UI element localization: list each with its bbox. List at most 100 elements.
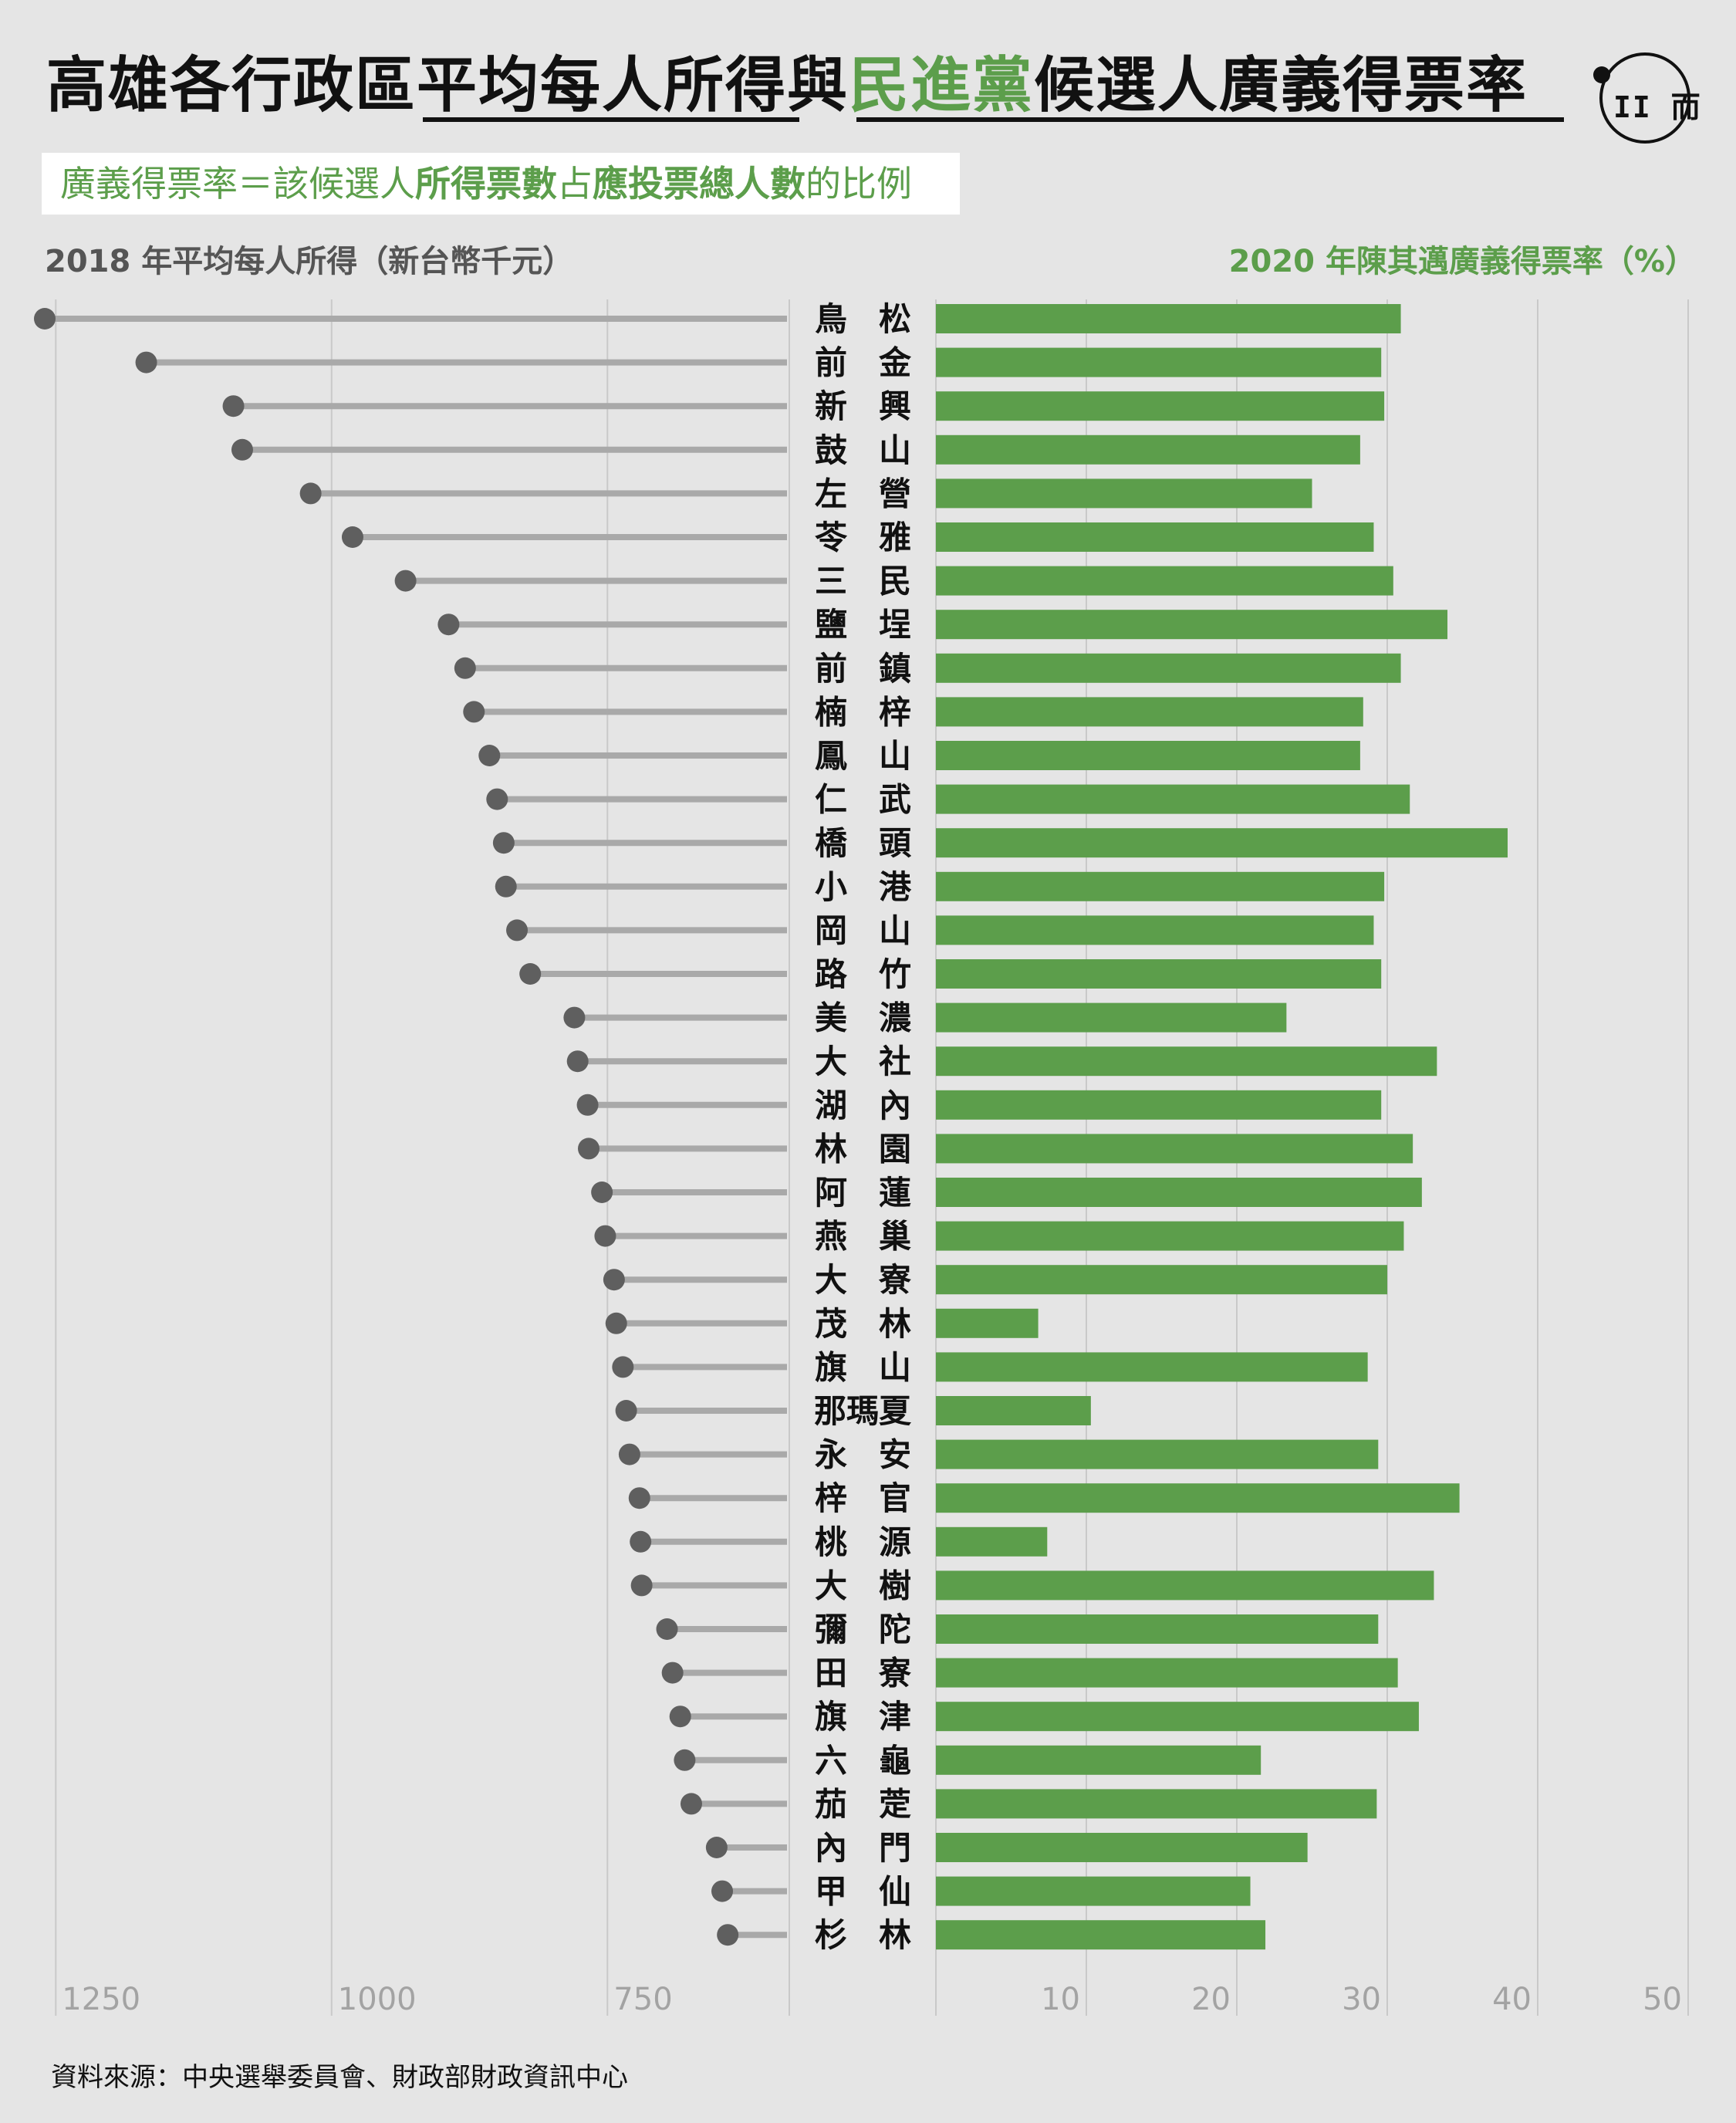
income-tick-label: 1000: [338, 1982, 417, 2017]
district-label-char: 大: [815, 1043, 847, 1080]
vote-bar: [936, 1833, 1308, 1862]
district-label-char: 六: [815, 1742, 847, 1780]
title-part-4: 候選人廣義得票率: [1034, 51, 1528, 120]
district-label-char: 茂: [815, 1305, 847, 1343]
district-label-char: 三: [815, 563, 847, 600]
district-label-char: 仁: [815, 781, 847, 819]
district-label-char: 津: [879, 1698, 911, 1736]
vote-bar: [936, 915, 1374, 945]
vote-bar: [936, 1308, 1039, 1338]
vote-bar: [936, 1134, 1413, 1164]
district-label-char: 山: [879, 1348, 911, 1386]
district-label-char: 桃: [815, 1523, 847, 1561]
district-label-char: 園: [879, 1130, 911, 1168]
vote-bar: [936, 566, 1393, 596]
lollipop-dot: [717, 1924, 739, 1946]
lollipop-dot: [577, 1138, 599, 1160]
vote-bar: [936, 1178, 1422, 1207]
vote-bar: [936, 1002, 1287, 1033]
district-label-char: 社: [879, 1043, 911, 1080]
vote-bar: [936, 959, 1382, 989]
vote-bar: [936, 1483, 1460, 1513]
district-label-char: 埕: [879, 606, 911, 644]
definition-text-4: 應投票總人數: [593, 163, 806, 205]
district-label-char: 竹: [879, 955, 911, 993]
right-axis-title: 2020 年陳其邁廣義得票率（%）: [1228, 244, 1696, 279]
lollipop-dot: [591, 1182, 613, 1203]
lollipop-dot: [454, 657, 476, 679]
vote-tick-label: 20: [1191, 1982, 1231, 2017]
district-label-char: 萣: [879, 1785, 911, 1823]
chart-title: 高雄各行政區平均每人所得與民進黨候選人廣義得票率: [46, 37, 1528, 123]
vote-bar: [936, 1352, 1368, 1382]
district-label-char: 巢: [879, 1218, 911, 1256]
source-note: 資料來源：中央選舉委員會、財政部財政資訊中心: [51, 2062, 628, 2093]
vote-tick-label: 30: [1342, 1982, 1381, 2017]
district-label-char: 大: [815, 1261, 847, 1299]
district-label-char: 美: [815, 999, 847, 1037]
district-label-char: 武: [879, 781, 911, 819]
district-label-char: 林: [879, 1305, 911, 1343]
lollipop-dot: [566, 1050, 589, 1073]
district-label: 那瑪夏: [814, 1392, 912, 1430]
lollipop-dot: [669, 1705, 691, 1728]
district-label-char: 林: [879, 1916, 911, 1954]
definition-text-2: 所得票數: [415, 163, 557, 205]
district-label-char: 內: [879, 1087, 911, 1124]
definition-text-3: 占: [557, 163, 593, 205]
vote-bar: [936, 1789, 1377, 1819]
lollipop-dot: [618, 1443, 640, 1465]
district-label-char: 龜: [879, 1742, 911, 1780]
district-label-char: 陀: [879, 1611, 911, 1648]
lollipop-dot: [437, 614, 460, 636]
district-label-char: 鹽: [815, 606, 847, 644]
vote-bar: [936, 653, 1401, 683]
district-label-char: 寮: [878, 1655, 911, 1692]
district-label-char: 門: [879, 1829, 911, 1867]
district-label-char: 營: [879, 475, 911, 512]
district-label-char: 鳳: [815, 737, 847, 775]
vote-bar: [936, 1745, 1261, 1775]
district-label-char: 山: [879, 431, 911, 469]
district-label-char: 官: [879, 1479, 911, 1517]
district-label-char: 樹: [879, 1567, 911, 1604]
vote-bar: [936, 1439, 1379, 1469]
district-label-char: 松: [879, 300, 911, 338]
district-label-char: 橋: [815, 824, 847, 862]
income-tick-label: 750: [613, 1982, 672, 2017]
district-label-char: 雅: [879, 519, 911, 556]
district-label-char: 湖: [815, 1087, 847, 1124]
district-label-char: 仙: [879, 1873, 911, 1911]
lollipop-dot: [705, 1837, 728, 1858]
vote-bar: [936, 522, 1374, 552]
vote-bar: [936, 1221, 1404, 1251]
vote-bar: [936, 1876, 1251, 1906]
vote-bar: [936, 1920, 1266, 1950]
district-label-char: 小: [815, 868, 847, 906]
district-label-char: 寮: [878, 1261, 911, 1299]
district-label-char: 安: [879, 1436, 911, 1474]
vote-bar: [936, 1658, 1398, 1688]
lollipop-dot: [711, 1880, 734, 1902]
logo-mark: II 而: [1613, 90, 1702, 124]
vote-tick-label: 50: [1643, 1982, 1682, 2017]
district-label-char: 頭: [879, 824, 912, 862]
logo-dot: [1593, 66, 1610, 83]
lollipop-dot: [563, 1006, 586, 1029]
district-label-char: 山: [879, 911, 911, 949]
vote-bar: [936, 1265, 1387, 1295]
vote-bar: [936, 347, 1382, 377]
vote-bar: [936, 1702, 1419, 1732]
lollipop-dot: [628, 1487, 650, 1509]
vote-bar: [936, 1046, 1437, 1077]
district-label-char: 鎮: [879, 650, 911, 688]
district-label-char: 濃: [879, 999, 912, 1037]
district-label-char: 楠: [815, 693, 847, 731]
district-label-char: 左: [815, 475, 847, 512]
district-label-char: 梓: [815, 1479, 847, 1517]
lollipop-dot: [661, 1662, 684, 1684]
district-label-char: 永: [815, 1436, 847, 1474]
lollipop-dot: [231, 438, 253, 461]
district-label-char: 鼓: [815, 431, 848, 469]
